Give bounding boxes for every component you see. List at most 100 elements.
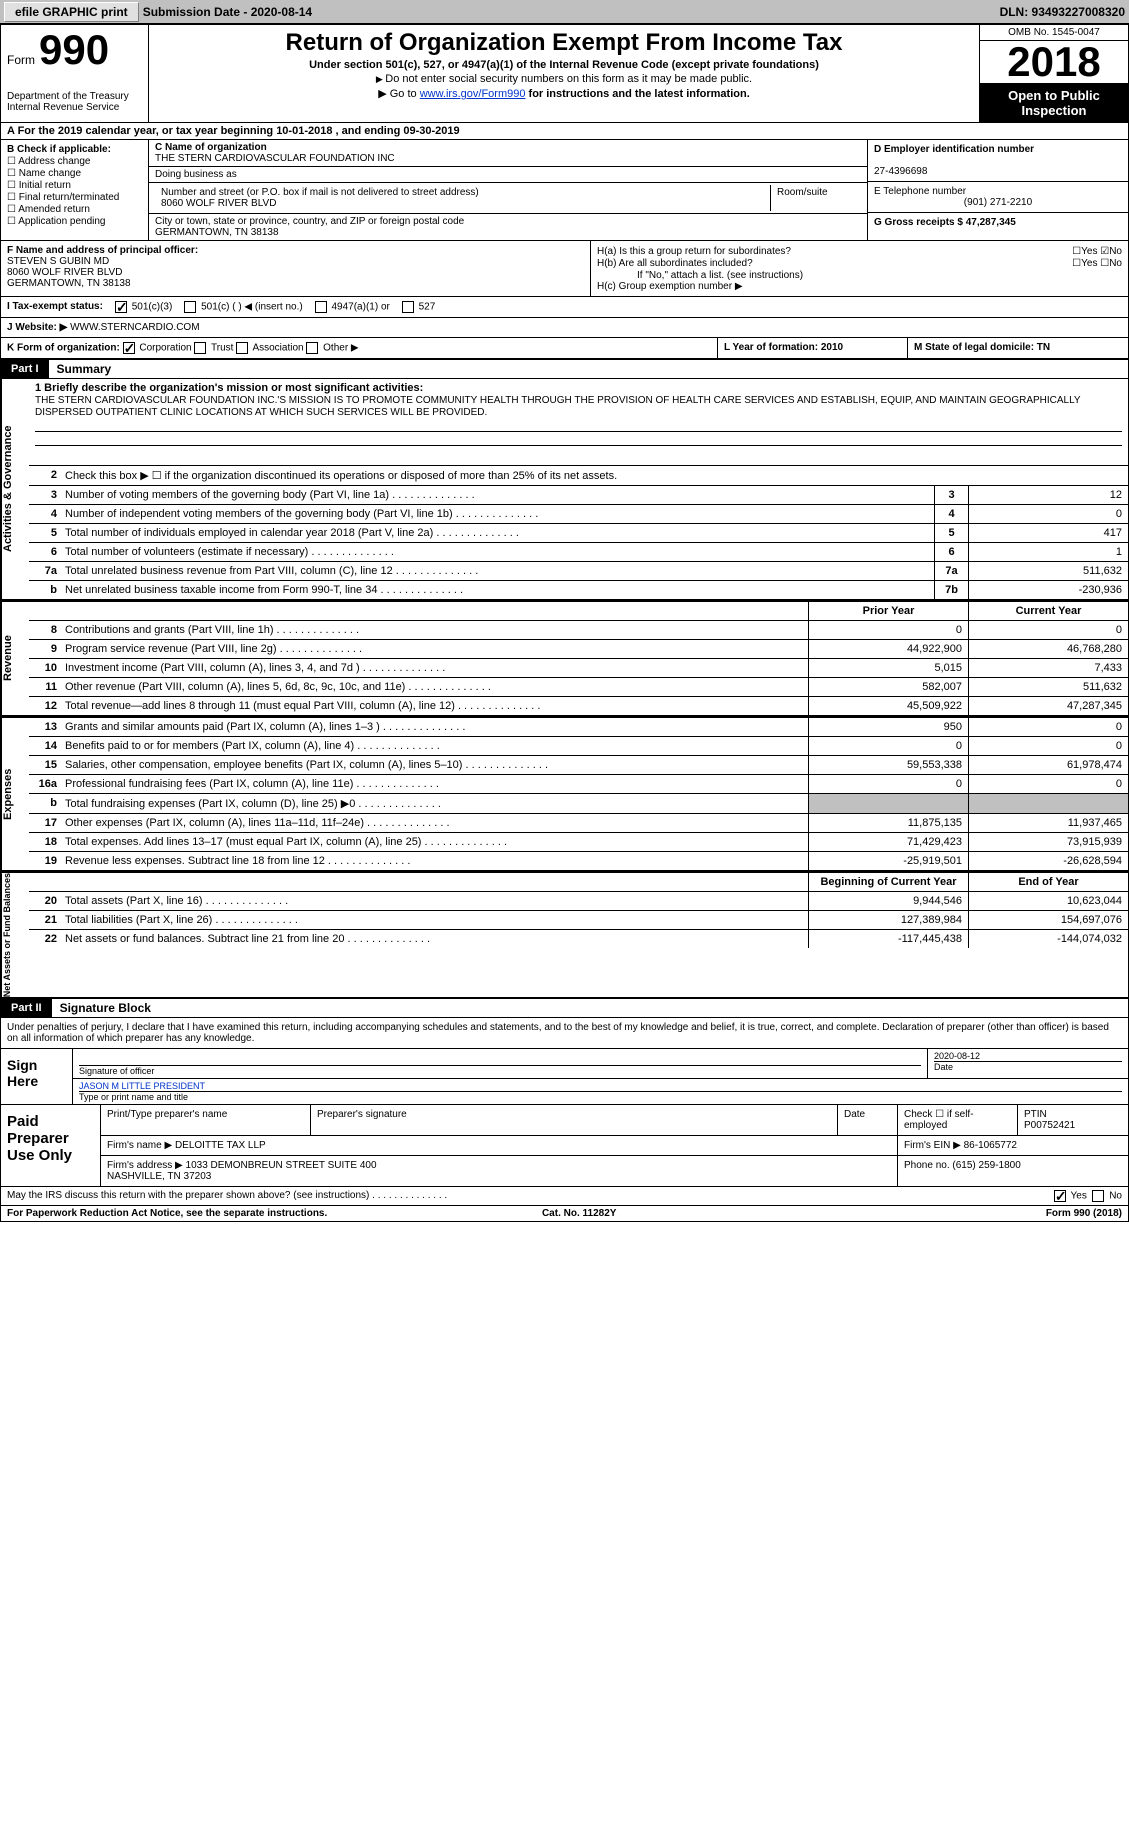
- line-9: Program service revenue (Part VIII, line…: [61, 640, 808, 658]
- self-employed[interactable]: Check ☐ if self-employed: [898, 1105, 1018, 1135]
- prior-20: 9,944,546: [808, 892, 968, 910]
- dba-label: Doing business as: [149, 167, 867, 183]
- room-label: Room/suite: [771, 185, 861, 211]
- val-5: 417: [968, 524, 1128, 542]
- line-19: Revenue less expenses. Subtract line 18 …: [61, 852, 808, 870]
- line-b: Net unrelated business taxable income fr…: [61, 581, 934, 599]
- ein: 27-4396698: [874, 166, 927, 177]
- prep-sig-label: Preparer's signature: [311, 1105, 838, 1135]
- goto-post: for instructions and the latest informat…: [525, 88, 749, 100]
- tax-year: 2018: [980, 41, 1128, 84]
- dept-treasury: Department of the Treasury Internal Reve…: [7, 91, 142, 113]
- header-left: Form 990 Department of the Treasury Inte…: [1, 25, 149, 122]
- curr-18: 73,915,939: [968, 833, 1128, 851]
- chk-final[interactable]: ☐ Final return/terminated: [7, 192, 142, 203]
- curr-9: 46,768,280: [968, 640, 1128, 658]
- footer-cat: Cat. No. 11282Y: [542, 1208, 616, 1219]
- 501c[interactable]: 501(c) ( ) ◀ (insert no.): [184, 301, 302, 313]
- chk-pending[interactable]: ☐ Application pending: [7, 216, 142, 227]
- prior-19: -25,919,501: [808, 852, 968, 870]
- chk-name[interactable]: ☐ Name change: [7, 168, 142, 179]
- chk-amended[interactable]: ☐ Amended return: [7, 204, 142, 215]
- tel: (901) 271-2210: [874, 197, 1122, 208]
- sign-here-label: Sign Here: [1, 1049, 73, 1104]
- line-17: Other expenses (Part IX, column (A), lin…: [61, 814, 808, 832]
- name-title-label: Type or print name and title: [79, 1092, 188, 1102]
- ssn-warning: Do not enter social security numbers on …: [159, 73, 969, 85]
- ptin: P00752421: [1024, 1120, 1075, 1131]
- 527[interactable]: 527: [402, 301, 435, 313]
- f-addr1: 8060 WOLF RIVER BLVD: [7, 267, 122, 278]
- k-other[interactable]: [306, 342, 318, 354]
- hdr-end: End of Year: [968, 873, 1128, 891]
- phone-label: Phone no.: [904, 1160, 950, 1171]
- f-name: STEVEN S GUBIN MD: [7, 256, 109, 267]
- 501c3[interactable]: 501(c)(3): [115, 301, 172, 313]
- line-7a: Total unrelated business revenue from Pa…: [61, 562, 934, 580]
- chk-initial[interactable]: ☐ Initial return: [7, 180, 142, 191]
- ha-label: H(a) Is this a group return for subordin…: [597, 246, 1072, 257]
- website: WWW.STERNCARDIO.COM: [70, 322, 199, 333]
- prior-21: 127,389,984: [808, 911, 968, 929]
- k-trust[interactable]: [194, 342, 206, 354]
- gross-receipts: G Gross receipts $ 47,287,345: [874, 217, 1016, 228]
- hdr-curr: Current Year: [968, 602, 1128, 620]
- group-return: H(a) Is this a group return for subordin…: [591, 241, 1128, 296]
- mission: THE STERN CARDIOVASCULAR FOUNDATION INC.…: [35, 395, 1080, 418]
- prior-8: 0: [808, 621, 968, 639]
- top-bar: efile GRAPHIC print Submission Date - 20…: [0, 0, 1129, 24]
- line-12: Total revenue—add lines 8 through 11 (mu…: [61, 697, 808, 715]
- sig-officer-label: Signature of officer: [79, 1066, 154, 1076]
- paid-preparer-label: Paid Preparer Use Only: [1, 1105, 101, 1186]
- goto-pre: Go to: [390, 88, 420, 100]
- declaration: Under penalties of perjury, I declare th…: [1, 1018, 1128, 1049]
- gov-side-label: Activities & Governance: [1, 379, 29, 599]
- irs-link[interactable]: www.irs.gov/Form990: [420, 88, 526, 100]
- line1-label: 1 Briefly describe the organization's mi…: [35, 382, 423, 394]
- k-assoc[interactable]: [236, 342, 248, 354]
- firm-ein: 86-1065772: [964, 1140, 1017, 1151]
- footer-form: Form 990 (2018): [1046, 1208, 1122, 1219]
- curr-17: 11,937,465: [968, 814, 1128, 832]
- curr-13: 0: [968, 718, 1128, 736]
- curr-16a: 0: [968, 775, 1128, 793]
- prior-17: 11,875,135: [808, 814, 968, 832]
- prior-22: -117,445,438: [808, 930, 968, 948]
- discuss-no[interactable]: No: [1092, 1190, 1122, 1202]
- org-name: THE STERN CARDIOVASCULAR FOUNDATION INC: [155, 153, 395, 164]
- chk-address[interactable]: ☐ Address change: [7, 156, 142, 167]
- line-18: Total expenses. Add lines 13–17 (must eq…: [61, 833, 808, 851]
- firm-name-label: Firm's name ▶: [107, 1140, 172, 1151]
- prior-18: 71,429,423: [808, 833, 968, 851]
- 4947[interactable]: 4947(a)(1) or: [315, 301, 390, 313]
- curr-8: 0: [968, 621, 1128, 639]
- efile-print-button[interactable]: efile GRAPHIC print: [4, 2, 139, 22]
- line-21: Total liabilities (Part X, line 26): [61, 911, 808, 929]
- ptin-label: PTIN: [1024, 1109, 1047, 1120]
- addr: 8060 WOLF RIVER BLVD: [161, 198, 276, 209]
- line-15: Salaries, other compensation, employee b…: [61, 756, 808, 774]
- line2: Check this box ▶ ☐ if the organization d…: [61, 466, 1128, 485]
- submission-date: Submission Date - 2020-08-14: [143, 5, 312, 19]
- firm-ein-label: Firm's EIN ▶: [904, 1140, 961, 1151]
- line-4: Number of independent voting members of …: [61, 505, 934, 523]
- form-word: Form: [7, 53, 35, 67]
- val-6: 1: [968, 543, 1128, 561]
- discuss-yes[interactable]: Yes: [1054, 1190, 1087, 1202]
- curr-19: -26,628,594: [968, 852, 1128, 870]
- line-6: Total number of volunteers (estimate if …: [61, 543, 934, 561]
- rev-side-label: Revenue: [1, 602, 29, 715]
- officer-name[interactable]: JASON M LITTLE PRESIDENT: [79, 1081, 205, 1091]
- k-corp[interactable]: [123, 342, 135, 354]
- prior-9: 44,922,900: [808, 640, 968, 658]
- hdr-prior: Prior Year: [808, 602, 968, 620]
- val-4: 0: [968, 505, 1128, 523]
- k-org: K Form of organization: Corporation Trus…: [1, 338, 718, 358]
- part1-title: Summary: [49, 362, 112, 376]
- city: GERMANTOWN, TN 38138: [155, 227, 279, 238]
- curr-15: 61,978,474: [968, 756, 1128, 774]
- line-20: Total assets (Part X, line 16): [61, 892, 808, 910]
- exp-side-label: Expenses: [1, 718, 29, 870]
- sig-date: 2020-08-12: [934, 1051, 980, 1061]
- form-990: Form 990 Department of the Treasury Inte…: [0, 24, 1129, 1222]
